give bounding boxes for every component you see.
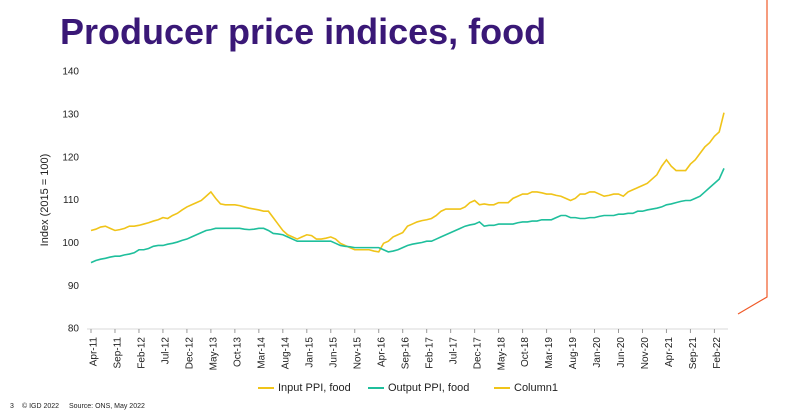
- x-tick-label: Apr-11: [89, 337, 100, 367]
- x-tick-label: Mar-14: [256, 337, 267, 369]
- legend-label: Column1: [514, 382, 558, 394]
- x-tick-label: Mar-19: [544, 337, 555, 369]
- footer-copyright: © IGD 2022: [22, 402, 59, 410]
- x-tick-label: Apr-16: [376, 337, 387, 367]
- x-tick-label: Aug-19: [568, 337, 579, 370]
- x-tick-label: Sep-21: [688, 337, 699, 370]
- y-axis-label: Index (2015 = 100): [39, 154, 51, 247]
- x-tick-label: Apr-21: [664, 337, 675, 367]
- x-tick-label: Nov-20: [640, 337, 651, 370]
- chart-title: Producer price indices, food: [60, 11, 546, 52]
- x-tick-label: Sep-11: [113, 337, 124, 369]
- x-tick-label: Jan-15: [304, 337, 315, 368]
- x-tick-label: Feb-12: [137, 337, 148, 369]
- x-tick-label: Aug-14: [280, 337, 291, 370]
- legend-label: Input PPI, food: [278, 382, 351, 394]
- x-tick-label: Jun-20: [616, 337, 627, 368]
- x-tick-label: Sep-16: [400, 337, 411, 370]
- y-tick-label: 90: [68, 281, 80, 292]
- x-tick-label: Nov-15: [352, 337, 363, 370]
- x-tick-label: Oct-18: [520, 337, 531, 367]
- x-tick-label: Dec-17: [472, 337, 483, 370]
- x-tick-label: Dec-12: [185, 337, 196, 370]
- decor-line: [737, 0, 768, 315]
- x-tick-label: Oct-13: [233, 337, 244, 367]
- x-tick-label: Jun-15: [328, 337, 339, 368]
- y-tick-label: 140: [62, 67, 79, 78]
- legend-label: Output PPI, food: [388, 382, 469, 394]
- series-line: [90, 168, 725, 264]
- x-tick-label: Jul-12: [161, 337, 172, 365]
- x-tick-label: Feb-22: [712, 337, 723, 369]
- footer-page: 3: [10, 403, 14, 410]
- x-tick-label: May-13: [209, 337, 220, 371]
- x-tick-label: Feb-17: [424, 337, 435, 369]
- y-tick-label: 120: [62, 152, 79, 163]
- y-tick-label: 80: [68, 324, 80, 335]
- series-line: [90, 112, 725, 253]
- y-tick-label: 100: [62, 238, 79, 249]
- y-tick-label: 110: [63, 195, 79, 206]
- footer-source: Source: ONS, May 2022: [69, 403, 145, 410]
- x-tick-label: May-18: [496, 337, 507, 371]
- x-tick-label: Jul-17: [448, 337, 459, 365]
- x-tick-label: Jan-20: [592, 337, 603, 368]
- y-tick-label: 130: [62, 109, 79, 120]
